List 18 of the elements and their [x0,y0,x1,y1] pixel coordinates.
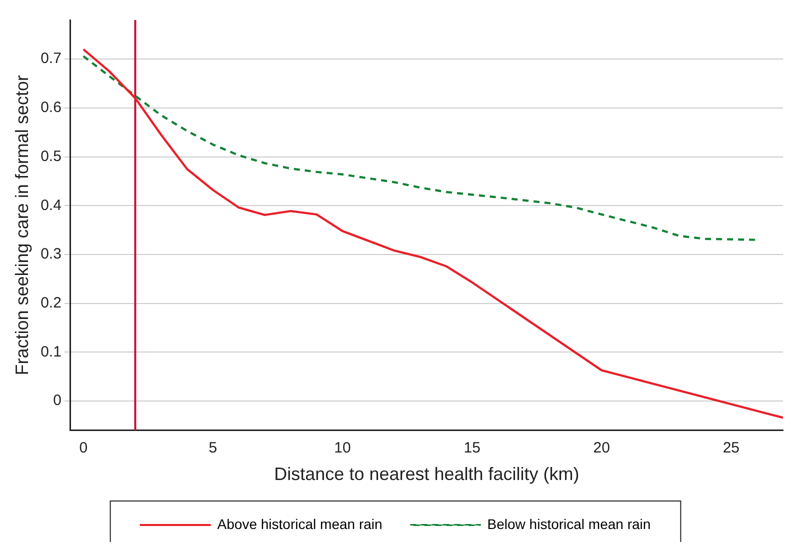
legend-label: Below historical mean rain [487,516,651,532]
y-tick-label: 0.7 [40,50,62,68]
y-tick-label: 0.2 [40,294,62,312]
y-axis-title: Fraction seeking care in formal sector [12,75,32,376]
x-axis-title: Distance to nearest health facility (km) [274,464,580,484]
y-tick-label: 0.5 [40,148,62,165]
y-tick-label: 0.1 [40,343,62,360]
legend-label: Above historical mean rain [217,516,382,532]
y-tick-label: 0.3 [40,246,62,263]
x-tick-label: 15 [464,440,480,457]
y-tick-label: 0.6 [40,99,62,116]
x-tick-label: 25 [722,440,740,457]
y-tick-label: 0.4 [40,196,62,214]
x-tick-label: 5 [208,440,218,457]
x-tick-label: 20 [593,440,610,457]
x-tick-label: 0 [79,440,88,457]
x-tick-label: 10 [334,440,351,457]
y-tick-label: 0 [53,392,62,410]
